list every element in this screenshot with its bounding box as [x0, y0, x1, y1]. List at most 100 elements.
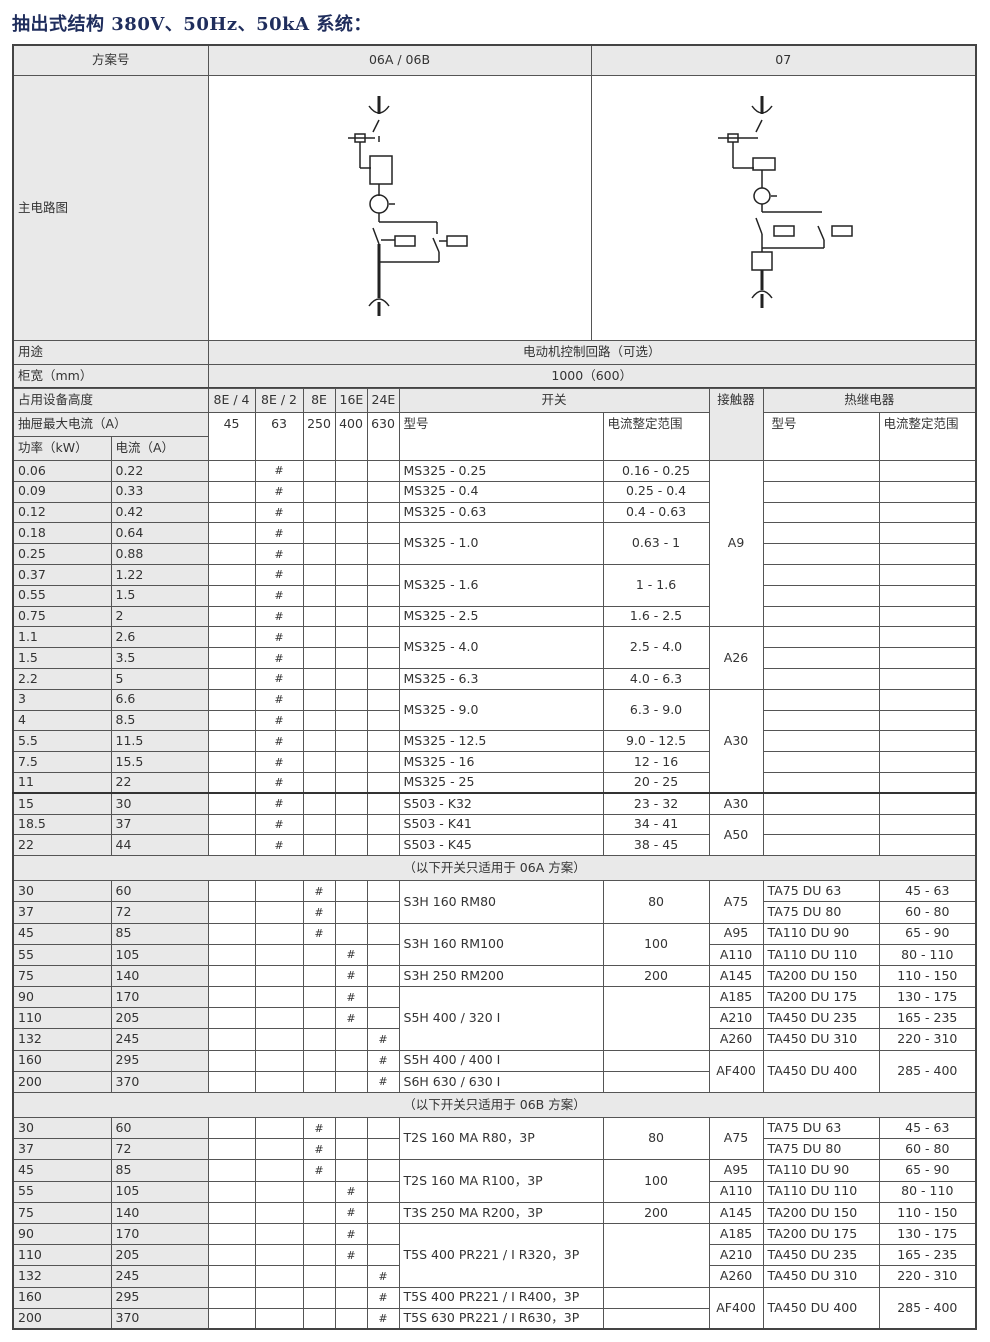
empty-cell — [207, 922, 256, 945]
empty-cell — [366, 688, 400, 711]
empty-cell — [302, 1180, 336, 1203]
contactor-model: A145 — [708, 1201, 764, 1224]
hash-mark: # — [254, 605, 304, 628]
empty-cell — [207, 688, 256, 711]
current-value: 30 — [110, 792, 209, 815]
relay-model: TA200 DU 150 — [762, 1201, 880, 1224]
empty-cell — [366, 792, 400, 815]
empty-cell — [366, 480, 400, 503]
hash-mark: # — [254, 543, 304, 565]
empty-cell — [302, 792, 336, 815]
relay-range: 45 - 63 — [878, 1117, 977, 1140]
hash-mark: # — [366, 1307, 400, 1330]
empty-cell — [302, 1049, 336, 1072]
switch-model: MS325 - 6.3 — [398, 667, 604, 690]
hash-mark: # — [254, 771, 304, 794]
empty-cell — [207, 813, 256, 836]
current-value: 105 — [110, 1180, 209, 1203]
scheme-table: 方案号 06A / 06B 07 主电路图 — [12, 44, 977, 389]
hash-mark: # — [366, 1049, 400, 1072]
current-value: 170 — [110, 986, 209, 1009]
relay-model: TA110 DU 90 — [762, 922, 880, 945]
relay-model — [762, 667, 880, 690]
relay-model — [762, 688, 880, 711]
switch-range: 20 - 25 — [602, 771, 710, 794]
empty-cell — [334, 813, 368, 836]
power-value: 0.12 — [12, 501, 112, 524]
relay-model-header: 型号 — [762, 412, 880, 461]
empty-cell — [207, 522, 256, 545]
switch-model: MS325 - 1.6 — [398, 563, 604, 607]
empty-cell — [207, 901, 256, 924]
usage-value: 电动机控制回路（可选） — [207, 340, 977, 365]
table-row: 0.06 0.22 # MS325 - 0.25 0.16 - 0.25 A9 — [12, 459, 977, 628]
current-value: 0.33 — [110, 480, 209, 503]
current-value: 205 — [110, 1244, 209, 1267]
hash-mark: # — [334, 1222, 368, 1246]
empty-cell — [366, 1159, 400, 1182]
section-header: （以下开关只适用于 06A 方案） — [12, 855, 977, 882]
max-current-400: 400 — [334, 412, 368, 461]
relay-range — [878, 543, 977, 565]
empty-cell — [366, 986, 400, 1009]
empty-cell — [302, 688, 336, 711]
empty-cell — [302, 1307, 336, 1330]
relay-range — [878, 709, 977, 732]
empty-cell — [334, 1265, 368, 1288]
switch-model: MS325 - 0.63 — [398, 501, 604, 524]
power-value: 37 — [12, 1138, 112, 1161]
empty-cell — [302, 501, 336, 524]
switch-model: S6H 630 / 630 I — [398, 1070, 604, 1094]
empty-cell — [334, 834, 368, 857]
power-value: 160 — [12, 1049, 112, 1072]
empty-cell — [207, 1180, 256, 1203]
relay-model: TA450 DU 235 — [762, 1007, 880, 1030]
empty-cell — [207, 605, 256, 628]
empty-cell — [302, 813, 336, 836]
hash-mark: # — [334, 943, 368, 966]
empty-cell — [334, 730, 368, 753]
power-value: 15 — [12, 792, 112, 815]
current-value: 72 — [110, 1138, 209, 1161]
relay-range: 65 - 90 — [878, 922, 977, 945]
relay-range — [878, 834, 977, 857]
switch-model: T5S 630 PR221 / I R630，3P — [398, 1307, 604, 1330]
relay-range — [878, 792, 977, 815]
relay-model: TA75 DU 63 — [762, 1117, 880, 1140]
switch-range: 100 — [602, 1159, 710, 1203]
current-value: 0.22 — [110, 460, 209, 482]
empty-cell — [302, 834, 336, 857]
relay-range-header: 电流整定范围 — [878, 412, 977, 461]
hash-mark: # — [254, 626, 304, 649]
max-current-63: 63 — [254, 412, 304, 461]
relay-range — [878, 751, 977, 773]
empty-cell — [302, 1007, 336, 1030]
hash-mark: # — [254, 584, 304, 607]
width-label: 柜宽（mm） — [12, 364, 209, 388]
empty-cell — [254, 964, 304, 988]
contactor-model: A110 — [708, 1180, 764, 1203]
empty-cell — [366, 880, 400, 903]
empty-cell — [254, 922, 304, 945]
current-value: 3.5 — [110, 647, 209, 669]
hash-mark: # — [302, 1117, 336, 1140]
current-value: 370 — [110, 1070, 209, 1094]
current-value: 0.64 — [110, 522, 209, 545]
table-row: 45 85 # S3H 160 RM100 100 A95 TA110 DU 90 65 - … — [12, 922, 977, 966]
relay-range: 165 - 235 — [878, 1244, 977, 1267]
section-title: （以下开关只适用于 06B 方案） — [12, 1092, 977, 1119]
empty-cell — [207, 751, 256, 773]
contactor-model: AF400 — [708, 1286, 764, 1330]
empty-cell — [302, 1265, 336, 1288]
empty-cell — [334, 901, 368, 924]
relay-model — [762, 730, 880, 753]
empty-cell — [334, 1070, 368, 1094]
empty-cell — [207, 834, 256, 857]
switch-range: 34 - 41 — [602, 813, 710, 836]
empty-cell — [207, 1159, 256, 1182]
switch-model: MS325 - 12.5 — [398, 730, 604, 753]
table-row: 132 245 # A260 TA450 DU 310 220 - 310 — [12, 1028, 977, 1051]
empty-cell — [302, 626, 336, 649]
relay-range: 80 - 110 — [878, 943, 977, 966]
switch-model: S503 - K45 — [398, 834, 604, 857]
